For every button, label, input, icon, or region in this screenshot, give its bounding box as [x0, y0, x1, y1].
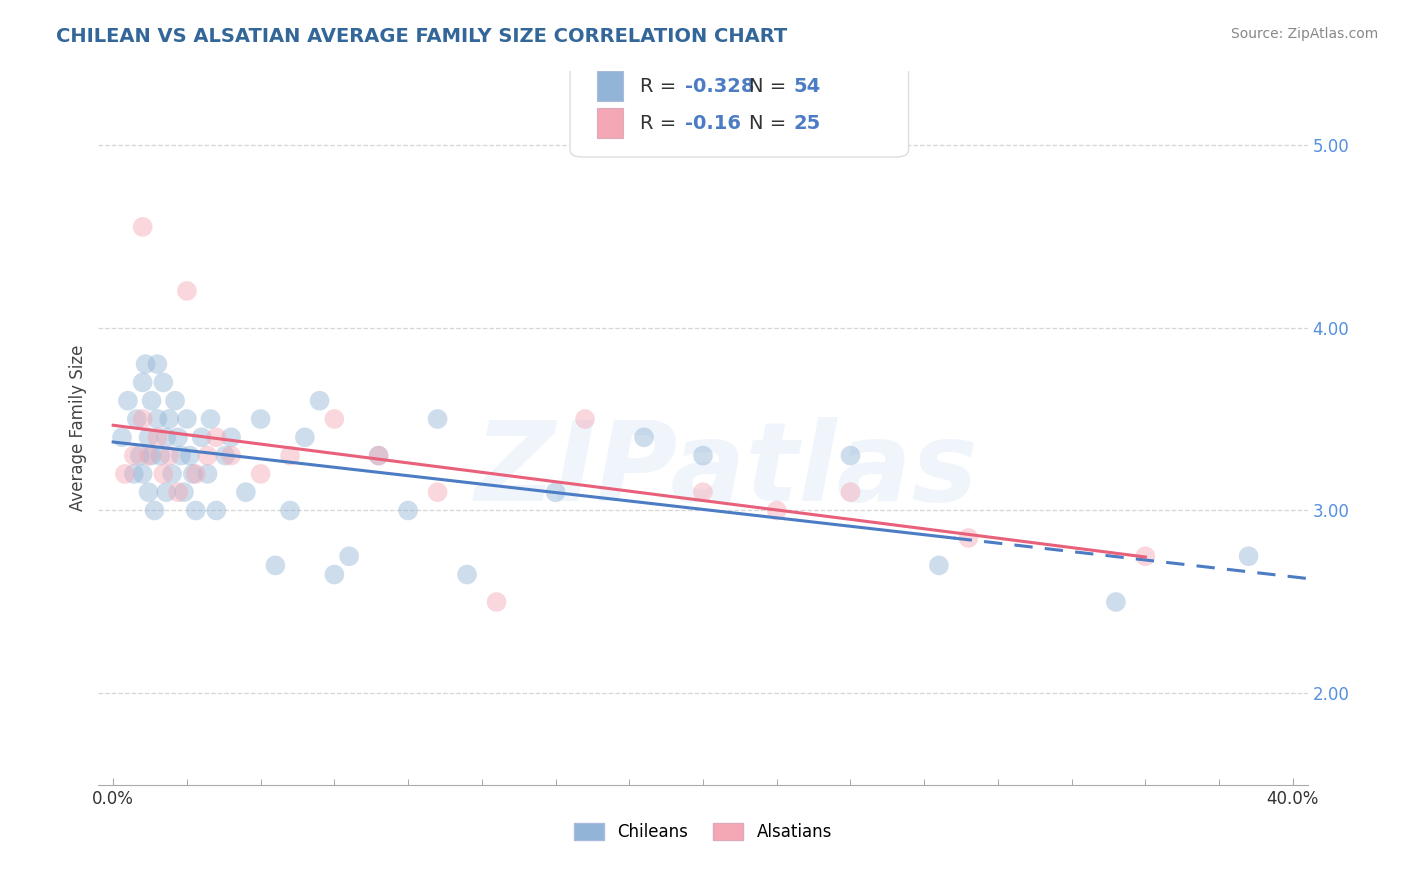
Point	[179, 449, 201, 463]
Point	[214, 449, 236, 463]
Point	[426, 485, 449, 500]
Point	[485, 595, 508, 609]
Point	[205, 503, 228, 517]
Point	[167, 430, 190, 444]
Point	[152, 376, 174, 390]
Point	[396, 503, 419, 517]
Point	[323, 567, 346, 582]
Text: N =: N =	[749, 77, 793, 95]
Point	[323, 412, 346, 426]
Point	[173, 485, 195, 500]
Point	[367, 449, 389, 463]
Point	[1237, 549, 1260, 564]
Point	[633, 430, 655, 444]
Point	[337, 549, 360, 564]
Point	[167, 485, 190, 500]
Point	[165, 393, 187, 408]
Point	[157, 449, 180, 463]
Point	[149, 449, 172, 463]
Point	[839, 449, 862, 463]
Point	[138, 485, 160, 500]
Point	[765, 503, 787, 517]
Point	[928, 558, 950, 573]
Point	[249, 467, 271, 481]
Point	[155, 430, 177, 444]
Point	[278, 503, 301, 517]
Bar	[596, 71, 623, 101]
Point	[143, 503, 166, 517]
Point	[294, 430, 316, 444]
Legend: Chileans, Alsatians: Chileans, Alsatians	[568, 816, 838, 848]
Point	[152, 467, 174, 481]
Point	[574, 412, 596, 426]
Point	[219, 449, 242, 463]
Point	[219, 430, 242, 444]
Point	[111, 430, 134, 444]
Point	[114, 467, 136, 481]
Point	[190, 430, 212, 444]
Point	[146, 357, 169, 371]
Point	[135, 357, 157, 371]
Point	[170, 449, 193, 463]
Text: R =: R =	[640, 77, 683, 95]
Text: 54: 54	[793, 77, 821, 95]
Point	[155, 485, 177, 500]
Point	[160, 467, 183, 481]
Point	[176, 284, 198, 298]
Point	[200, 412, 222, 426]
Point	[138, 430, 160, 444]
Point	[122, 449, 145, 463]
Point	[131, 376, 153, 390]
Point	[456, 567, 478, 582]
Point	[264, 558, 287, 573]
Text: N =: N =	[749, 113, 793, 133]
Point	[131, 219, 153, 234]
Point	[544, 485, 567, 500]
Point	[141, 449, 163, 463]
Point	[249, 412, 271, 426]
Point	[181, 467, 204, 481]
Y-axis label: Average Family Size: Average Family Size	[69, 345, 87, 511]
Point	[131, 467, 153, 481]
Point	[235, 485, 257, 500]
Point	[692, 449, 714, 463]
Point	[125, 412, 148, 426]
Point	[122, 467, 145, 481]
Point	[184, 467, 207, 481]
Point	[839, 485, 862, 500]
Point	[146, 430, 169, 444]
Point	[367, 449, 389, 463]
Point	[141, 393, 163, 408]
Point	[128, 449, 150, 463]
Point	[131, 412, 153, 426]
Point	[308, 393, 330, 408]
Point	[157, 412, 180, 426]
Point	[117, 393, 139, 408]
Point	[197, 449, 219, 463]
Text: ZIPatlas: ZIPatlas	[475, 417, 979, 524]
Text: -0.16: -0.16	[685, 113, 741, 133]
Text: R =: R =	[640, 113, 683, 133]
Text: -0.328: -0.328	[685, 77, 755, 95]
Bar	[596, 108, 623, 138]
Point	[205, 430, 228, 444]
Point	[146, 412, 169, 426]
Point	[197, 467, 219, 481]
Point	[1105, 595, 1128, 609]
Point	[184, 503, 207, 517]
Text: 25: 25	[793, 113, 821, 133]
Point	[138, 449, 160, 463]
Point	[692, 485, 714, 500]
Text: CHILEAN VS ALSATIAN AVERAGE FAMILY SIZE CORRELATION CHART: CHILEAN VS ALSATIAN AVERAGE FAMILY SIZE …	[56, 27, 787, 45]
Point	[1135, 549, 1157, 564]
FancyBboxPatch shape	[569, 64, 908, 157]
Point	[426, 412, 449, 426]
Point	[957, 531, 980, 545]
Point	[176, 412, 198, 426]
Point	[278, 449, 301, 463]
Text: Source: ZipAtlas.com: Source: ZipAtlas.com	[1230, 27, 1378, 41]
